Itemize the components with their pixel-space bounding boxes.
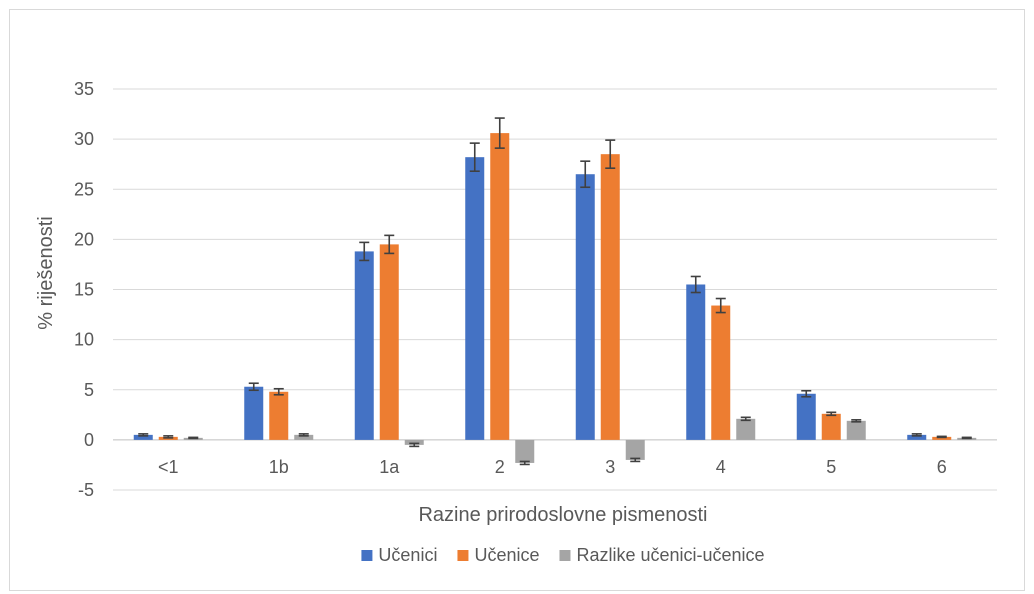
x-tick-label: 1b <box>269 457 289 477</box>
y-tick-label: 30 <box>74 129 94 149</box>
legend-label: Učenici <box>378 545 437 565</box>
legend-item: Razlike učenici-učenice <box>559 545 764 565</box>
bar <box>626 440 645 460</box>
legend-swatch <box>559 550 570 561</box>
bar <box>490 133 509 440</box>
bar <box>736 419 755 440</box>
x-tick-label: 5 <box>826 457 836 477</box>
bar <box>576 174 595 440</box>
y-tick-label: 20 <box>74 229 94 249</box>
legend-item: Učenici <box>361 545 437 565</box>
x-tick-label: 2 <box>495 457 505 477</box>
bar <box>515 440 534 463</box>
error-bar <box>962 437 972 438</box>
y-tick-label: 15 <box>74 280 94 300</box>
bars <box>134 118 977 464</box>
x-tick-label: <1 <box>158 457 179 477</box>
legend-label: Razlike učenici-učenice <box>576 545 764 565</box>
x-tick-label: 3 <box>605 457 615 477</box>
bar <box>847 421 866 440</box>
x-tick-labels: <1 1b 1a 2 3 4 5 6 <box>158 457 947 477</box>
bar <box>244 387 263 440</box>
bar <box>465 157 484 440</box>
legend-item: Učenice <box>457 545 539 565</box>
error-bar <box>188 437 198 438</box>
bar <box>797 394 816 440</box>
legend-swatch <box>361 550 372 561</box>
y-tick-label: 5 <box>84 380 94 400</box>
legend-swatch <box>457 550 468 561</box>
y-tick-label: 10 <box>74 330 94 350</box>
x-axis-title: Razine prirodoslovne pismenosti <box>418 504 707 526</box>
bar <box>601 154 620 440</box>
y-axis-title: % riješenosti <box>35 216 57 329</box>
y-tick-label: 35 <box>74 79 94 99</box>
bar <box>380 244 399 439</box>
error-bar <box>937 436 947 437</box>
x-tick-label: 6 <box>937 457 947 477</box>
y-tick-label: -5 <box>78 480 94 500</box>
legend-label: Učenice <box>474 545 539 565</box>
chart-container: -5 0 5 10 15 20 25 30 35 <1 1b 1a 2 3 4 5 6 % riješenos… <box>9 9 1025 591</box>
y-tick-label: 25 <box>74 179 94 199</box>
bar <box>269 392 288 440</box>
y-tick-labels: -5 0 5 10 15 20 25 30 35 <box>74 79 94 500</box>
bar <box>686 284 705 439</box>
legend: Učenici Učenice Razlike učenici-učenice <box>361 545 764 565</box>
bar <box>355 251 374 439</box>
bar <box>711 306 730 440</box>
x-tick-label: 4 <box>716 457 726 477</box>
bar-chart: -5 0 5 10 15 20 25 30 35 <1 1b 1a 2 3 4 5 6 % riješenos… <box>10 10 1026 592</box>
bar <box>822 414 841 440</box>
y-tick-label: 0 <box>84 430 94 450</box>
x-tick-label: 1a <box>379 457 400 477</box>
